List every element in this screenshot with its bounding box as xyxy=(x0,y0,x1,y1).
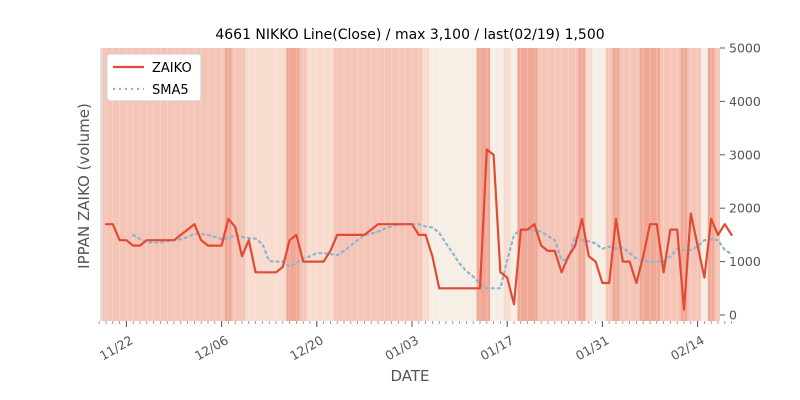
y-tick-label: 5000 xyxy=(729,41,761,56)
chart-title: 4661 NIKKO Line(Close) / max 3,100 / las… xyxy=(215,27,604,43)
background-band xyxy=(660,48,681,321)
background-band xyxy=(286,48,300,321)
x-tick-label: 01/31 xyxy=(573,332,612,363)
x-tick-label: 11/22 xyxy=(97,332,136,363)
legend: ZAIKO SMA5 xyxy=(106,53,202,102)
background-band xyxy=(231,48,246,321)
background-band xyxy=(585,48,593,321)
series-lines xyxy=(104,148,733,311)
background-band xyxy=(225,48,232,321)
x-tick-label: 02/14 xyxy=(668,332,707,363)
legend-label-zaiko: ZAIKO xyxy=(152,61,192,76)
background-band xyxy=(422,48,429,321)
x-axis-label: DATE xyxy=(390,367,429,385)
y-axis-label: IPPAN ZAIKO (volume) xyxy=(75,103,93,269)
background-band xyxy=(503,48,511,321)
x-tick-label: 12/06 xyxy=(192,332,231,363)
y-tick-label: 4000 xyxy=(729,94,761,109)
y-axis: 0 1000 2000 3000 4000 5000 xyxy=(720,41,761,323)
background-band xyxy=(333,48,423,321)
background-band xyxy=(306,48,334,321)
y-tick-label: 2000 xyxy=(729,201,761,216)
y-tick-label: 0 xyxy=(729,308,737,323)
background-band xyxy=(680,48,688,321)
x-axis: 11/22 12/06 12/20 01/03 01/17 01/31 02/14 xyxy=(97,321,732,363)
background-band xyxy=(687,48,701,321)
background-band xyxy=(510,48,518,321)
background-band xyxy=(578,48,586,321)
background-band xyxy=(537,48,579,321)
background-bands xyxy=(100,48,733,321)
background-band xyxy=(100,48,103,321)
background-band xyxy=(299,48,307,321)
series-line-zaiko xyxy=(104,148,733,311)
background-band xyxy=(592,48,606,321)
series-line-sma5 xyxy=(132,223,733,290)
x-tick-label: 01/17 xyxy=(478,332,517,363)
background-band xyxy=(605,48,613,321)
background-band xyxy=(619,48,640,321)
background-band xyxy=(517,48,538,321)
y-tick-label: 1000 xyxy=(729,254,761,269)
background-band xyxy=(490,48,504,321)
x-tick-label: 12/20 xyxy=(287,332,326,363)
background-band xyxy=(612,48,620,321)
background-band xyxy=(714,48,720,321)
background-band xyxy=(245,48,287,321)
background-band xyxy=(701,48,708,321)
background-band xyxy=(476,48,491,321)
legend-box xyxy=(106,53,202,102)
background-band xyxy=(707,48,715,321)
y-tick-label: 3000 xyxy=(729,147,761,162)
x-tick-label: 01/03 xyxy=(382,332,421,363)
legend-label-sma5: SMA5 xyxy=(152,83,189,98)
